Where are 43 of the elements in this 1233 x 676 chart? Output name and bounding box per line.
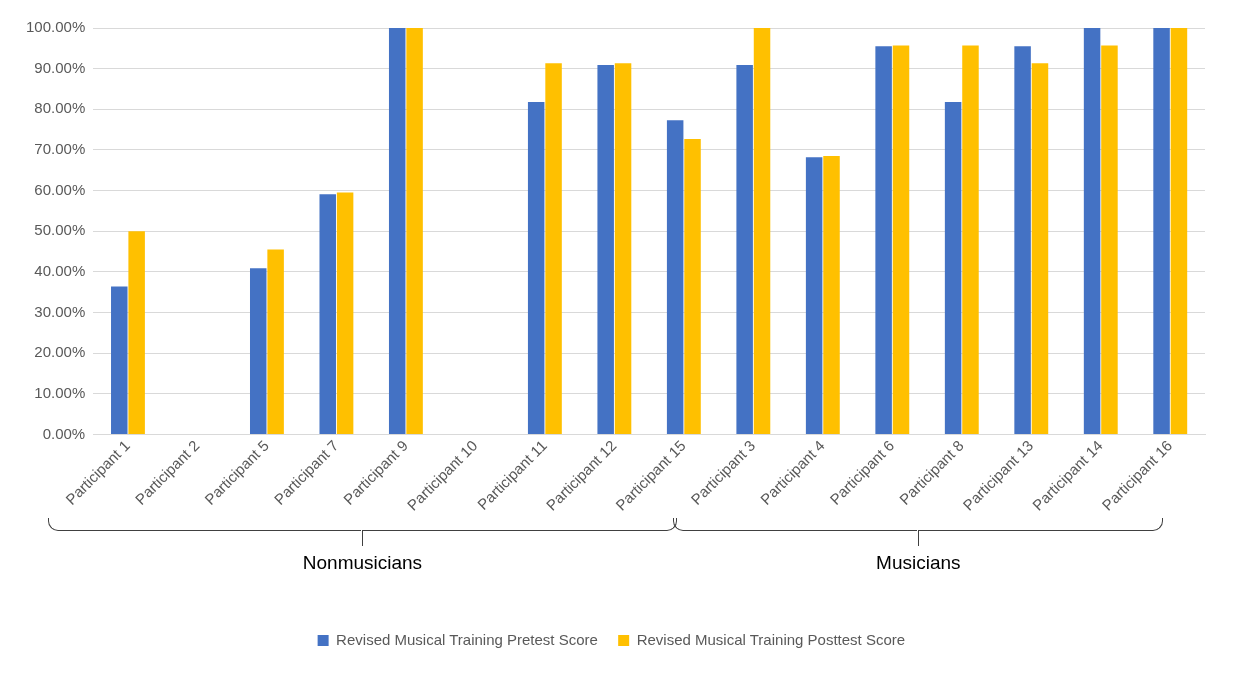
bar <box>736 64 753 434</box>
bar <box>406 28 423 434</box>
bar <box>267 249 284 434</box>
y-tick-label: 10.00% <box>34 383 86 401</box>
bar <box>336 192 354 434</box>
y-tick-label: 30.00% <box>34 302 86 320</box>
y-tick-label: 90.00% <box>34 58 86 76</box>
bar <box>545 63 562 434</box>
y-tick-label: 70.00% <box>34 140 86 158</box>
bar <box>892 45 910 434</box>
bar <box>666 120 684 434</box>
bar <box>1014 46 1031 434</box>
bar <box>962 45 979 434</box>
y-tick-label: 40.00% <box>34 261 86 279</box>
bar <box>527 101 545 434</box>
bar <box>1153 28 1170 434</box>
bar <box>684 138 701 434</box>
y-tick-label: 80.00% <box>34 99 86 117</box>
bar <box>1170 28 1188 434</box>
bar <box>1083 28 1101 434</box>
bar <box>388 28 406 434</box>
y-tick-label: 20.00% <box>34 343 86 361</box>
bar <box>944 101 962 434</box>
bar <box>597 64 614 434</box>
y-tick-label: 50.00% <box>34 221 86 239</box>
bar <box>823 156 840 434</box>
text: Nonmusicians <box>301 552 424 574</box>
y-tick-label: 0.00% <box>42 424 86 442</box>
y-tick-label: 100.00% <box>26 18 86 36</box>
legend-label: Revised Musical Training Pretest Score <box>336 630 598 648</box>
bar <box>875 46 892 434</box>
bar <box>319 194 336 434</box>
bar <box>753 28 771 434</box>
bar <box>1031 63 1049 434</box>
bar <box>1101 45 1118 434</box>
bar <box>805 157 823 434</box>
legend-label: Revised Musical Training Posttest Score <box>636 630 906 648</box>
text: Musicians <box>875 552 962 574</box>
bar <box>128 231 145 434</box>
y-tick-label: 60.00% <box>34 180 86 198</box>
bar <box>111 286 128 434</box>
bar <box>250 268 267 434</box>
bar <box>614 63 632 434</box>
